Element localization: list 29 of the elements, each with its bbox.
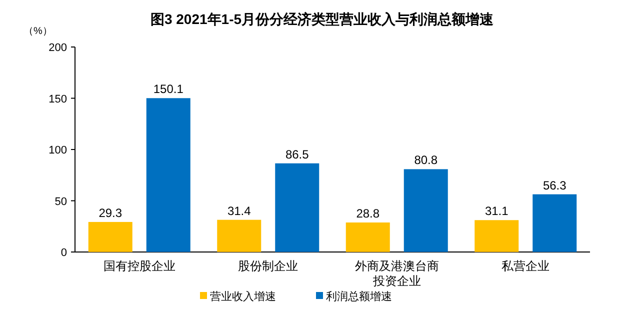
- bar: [275, 163, 320, 252]
- data-label: 31.4: [227, 204, 252, 218]
- data-label: 56.3: [542, 178, 567, 192]
- x-tick-label: 外商及港澳台商投资企业: [354, 259, 439, 288]
- data-label: 28.8: [356, 206, 380, 220]
- data-label: 80.8: [414, 153, 438, 168]
- data-label: 31.1: [484, 204, 509, 218]
- bar: [217, 220, 262, 252]
- bar: [474, 220, 519, 252]
- data-label: 86.5: [285, 147, 310, 162]
- y-tick-label: 200: [48, 42, 67, 54]
- x-tick-label: 国有控股企业: [103, 259, 176, 273]
- bar: [532, 194, 577, 252]
- y-tick-label: 0: [60, 247, 67, 259]
- x-tick-label: 私营企业: [502, 259, 550, 273]
- bar: [88, 222, 132, 252]
- chart-title: 图3 2021年1-5月份分经济类型营业收入与利润总额增速: [150, 11, 495, 27]
- legend-label: 营业收入增速: [210, 290, 276, 303]
- bar: [146, 98, 190, 252]
- bar: [346, 222, 390, 252]
- y-tick-label: 50: [54, 196, 67, 208]
- bar: [404, 169, 448, 252]
- legend-label: 利润总额增速: [326, 290, 392, 303]
- y-tick-label: 100: [48, 144, 67, 156]
- data-label: 29.3: [98, 206, 122, 220]
- y-tick-label: 150: [48, 93, 67, 106]
- y-axis-title: （%）: [24, 26, 52, 37]
- data-label: 150.1: [153, 82, 184, 96]
- x-tick-label: 股份制企业: [238, 259, 298, 273]
